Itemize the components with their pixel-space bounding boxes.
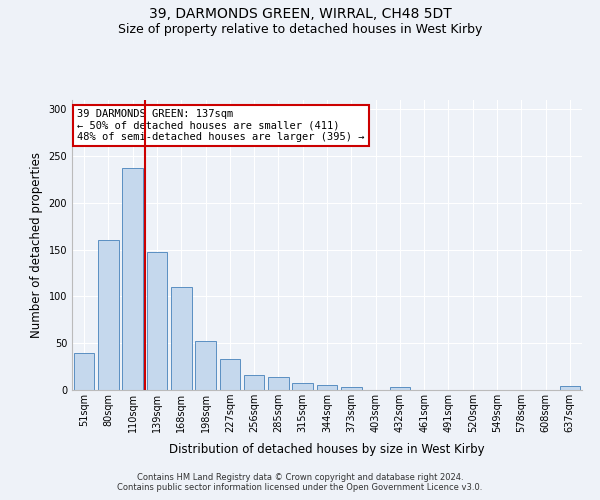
Bar xyxy=(341,387,362,390)
Bar xyxy=(244,375,265,390)
Bar xyxy=(146,252,167,390)
Bar xyxy=(122,168,143,390)
Text: 39, DARMONDS GREEN, WIRRAL, CH48 5DT: 39, DARMONDS GREEN, WIRRAL, CH48 5DT xyxy=(149,8,451,22)
Text: Distribution of detached houses by size in West Kirby: Distribution of detached houses by size … xyxy=(169,442,485,456)
Bar xyxy=(74,352,94,390)
Y-axis label: Number of detached properties: Number of detached properties xyxy=(30,152,43,338)
Bar xyxy=(98,240,119,390)
Bar xyxy=(389,387,410,390)
Bar xyxy=(268,377,289,390)
Text: Size of property relative to detached houses in West Kirby: Size of property relative to detached ho… xyxy=(118,22,482,36)
Bar xyxy=(560,386,580,390)
Text: 39 DARMONDS GREEN: 137sqm
← 50% of detached houses are smaller (411)
48% of semi: 39 DARMONDS GREEN: 137sqm ← 50% of detac… xyxy=(77,108,365,142)
Bar xyxy=(171,287,191,390)
Bar xyxy=(195,342,216,390)
Bar xyxy=(220,359,240,390)
Bar xyxy=(292,382,313,390)
Bar xyxy=(317,386,337,390)
Text: Contains HM Land Registry data © Crown copyright and database right 2024.: Contains HM Land Registry data © Crown c… xyxy=(137,472,463,482)
Text: Contains public sector information licensed under the Open Government Licence v3: Contains public sector information licen… xyxy=(118,484,482,492)
